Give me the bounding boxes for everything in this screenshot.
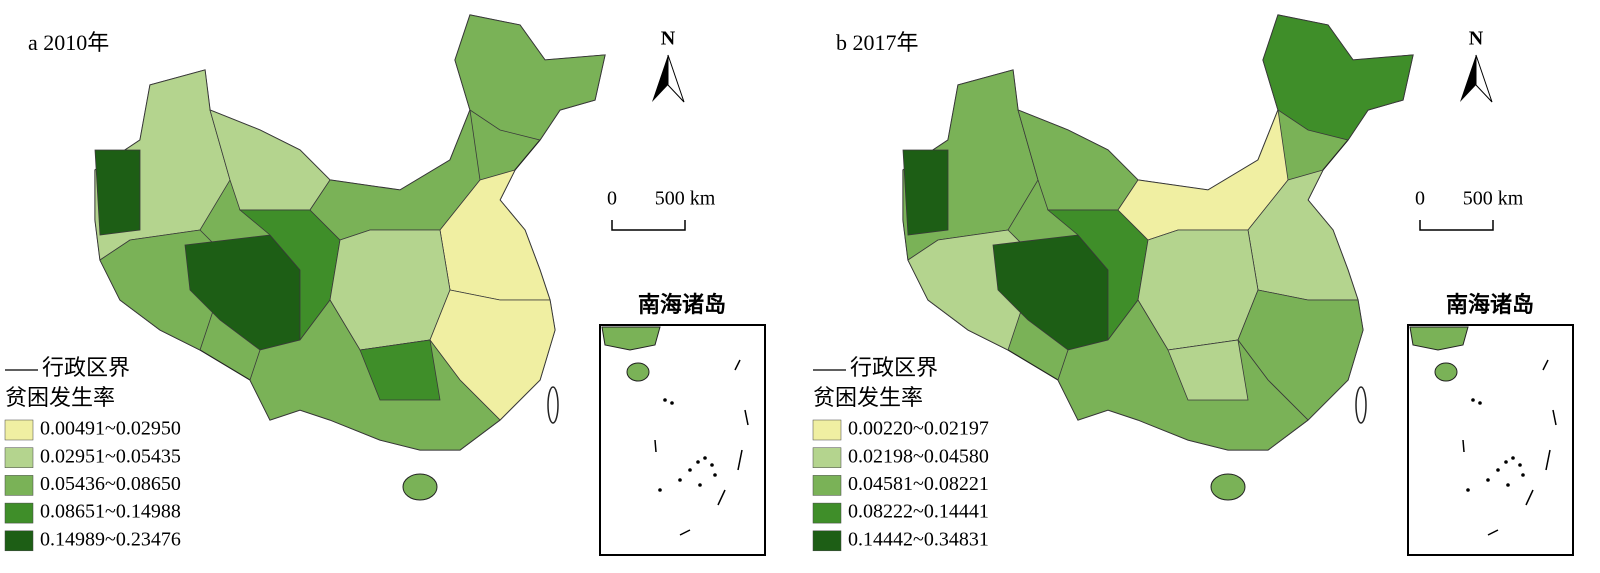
island-dot (1478, 401, 1482, 405)
legend-label: 0.08651~0.14988 (40, 501, 181, 523)
region (359, 339, 441, 401)
taiwan (547, 386, 559, 424)
north-arrow-right (667, 54, 685, 103)
legend-swatch (812, 530, 842, 552)
legend-title: 贫困发生率 (5, 385, 115, 410)
island-dot (670, 401, 674, 405)
north-arrow-right (1475, 54, 1493, 103)
island-dot (1466, 488, 1470, 492)
inset-hainan (1434, 362, 1458, 382)
legend-label: 0.02198~0.04580 (848, 445, 989, 467)
island-dot (698, 483, 702, 487)
boundary-label: 行政区界 (42, 355, 130, 380)
dash-line (654, 439, 657, 453)
island-dot (658, 488, 662, 492)
legend-swatch (812, 475, 842, 496)
taiwan (1355, 386, 1367, 424)
region (902, 149, 949, 236)
dash-line (1545, 449, 1551, 471)
legend-title: 贫困发生率 (813, 385, 923, 410)
dash-line (1542, 359, 1549, 371)
island-dot (678, 478, 682, 482)
legend-swatch (4, 530, 34, 552)
scale-distance: 500 km (655, 188, 716, 210)
north-label: N (1469, 28, 1484, 50)
legend-swatch (4, 502, 34, 524)
legend-swatch (4, 475, 34, 496)
hainan (402, 473, 438, 501)
legend-label: 0.00220~0.02197 (848, 418, 989, 440)
legend-label: 0.05436~0.08650 (40, 473, 181, 495)
legend-swatch (812, 447, 842, 468)
island-dot (1518, 463, 1522, 467)
legend-label: 0.02951~0.05435 (40, 445, 181, 467)
boundary-label: 行政区界 (850, 355, 938, 380)
legend-swatch (4, 419, 34, 441)
north-arrow-left (652, 55, 668, 102)
dash-line (744, 409, 749, 426)
north-arrow-left (1460, 55, 1476, 102)
legend-label: 0.04581~0.08221 (848, 473, 989, 495)
inset-hainan (626, 362, 650, 382)
hainan (1210, 473, 1246, 501)
island-dot (713, 473, 717, 477)
legend-label: 0.14989~0.23476 (40, 528, 181, 550)
inset-coast (1409, 326, 1469, 351)
region (454, 14, 606, 141)
island-dot (688, 468, 692, 472)
region (1167, 339, 1249, 401)
island-dot (696, 460, 700, 464)
dash-line (679, 529, 691, 536)
legend-label: 0.14442~0.34831 (848, 528, 989, 550)
north-label: N (661, 28, 676, 50)
panel-label: a 2010年 (28, 30, 109, 55)
dash-line (1462, 439, 1465, 453)
dash-line (1525, 489, 1534, 506)
dash-line (737, 449, 743, 471)
dash-line (1487, 529, 1499, 536)
scale-bar (611, 220, 686, 231)
legend-swatch (4, 447, 34, 468)
legend-label: 0.00491~0.02950 (40, 418, 181, 440)
island-dot (710, 463, 714, 467)
legend-label: 0.08222~0.14441 (848, 501, 989, 523)
island-dot (1506, 483, 1510, 487)
inset-title: 南海诸岛 (638, 292, 726, 317)
scale-zero: 0 (607, 188, 617, 210)
island-dot (703, 456, 707, 460)
island-dot (663, 398, 667, 402)
dash-line (734, 359, 741, 371)
island-dot (1521, 473, 1525, 477)
island-dot (1471, 398, 1475, 402)
legend-swatch (812, 502, 842, 524)
inset-title: 南海诸岛 (1446, 292, 1534, 317)
dash-line (717, 489, 726, 506)
inset-coast (601, 326, 661, 351)
legend-swatch (812, 419, 842, 441)
island-dot (1504, 460, 1508, 464)
island-dot (1486, 478, 1490, 482)
scale-bar (1419, 220, 1494, 231)
scale-zero: 0 (1415, 188, 1425, 210)
dash-line (1552, 409, 1557, 426)
region (1262, 14, 1414, 141)
region (94, 149, 141, 236)
island-dot (1496, 468, 1500, 472)
island-dot (1511, 456, 1515, 460)
panel-label: b 2017年 (836, 30, 919, 55)
inset-frame (1407, 324, 1574, 556)
scale-distance: 500 km (1463, 188, 1524, 210)
inset-frame (599, 324, 766, 556)
